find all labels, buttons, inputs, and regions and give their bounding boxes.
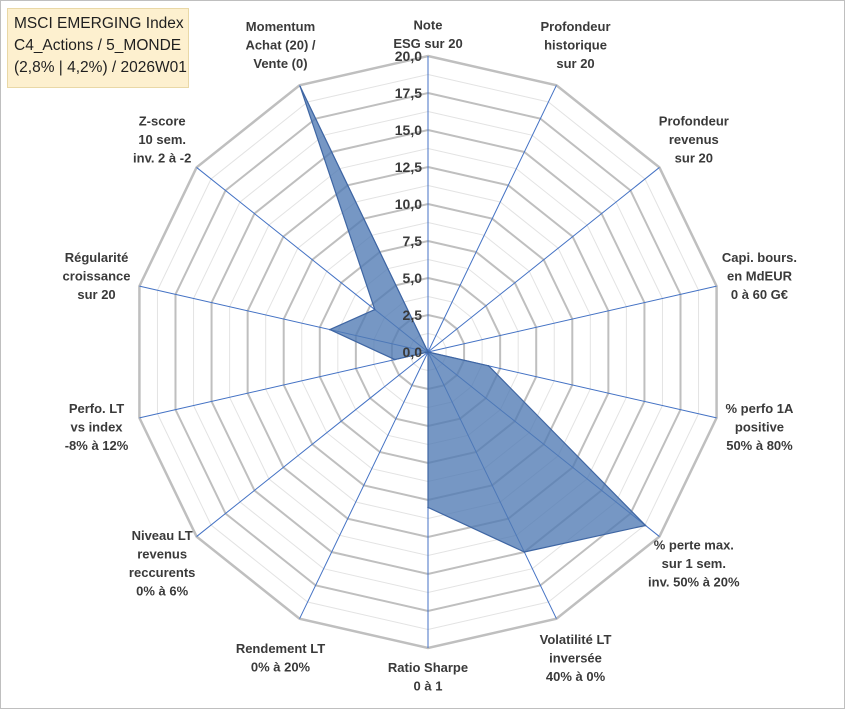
axis-label-line: 10 sem. — [138, 132, 186, 147]
axis-spoke — [427, 85, 557, 353]
axis-label-line: 0 à 60 G€ — [731, 287, 788, 302]
axis-label: Capi. bours. en MdEUR 0 à 60 G€ — [722, 250, 797, 302]
axis-label-line: Note — [414, 18, 443, 33]
data-point — [427, 506, 429, 509]
axis-label-line: -8% à 12% — [65, 438, 129, 453]
axis-label-line: sur 20 — [675, 151, 713, 166]
radar-series — [299, 85, 647, 553]
axis-label-line: en MdEUR — [727, 268, 793, 283]
axis-label-line: positive — [735, 420, 784, 435]
axis-label-line: Profondeur — [659, 114, 729, 129]
axis-label: Perfo. LT vs index -8% à 12% — [65, 401, 129, 453]
radial-tick-labels: 0,0 2,5 5,0 7,5 10,0 12,5 15,0 17,5 20,0 — [395, 48, 422, 360]
axis-label-line: Profondeur — [540, 19, 610, 34]
title-line-3: (2,8% | 4,2%) / 2026W01 — [14, 59, 187, 76]
axis-label-line: sur 1 sem. — [662, 556, 726, 571]
data-point — [373, 308, 376, 311]
data-point — [523, 551, 526, 553]
title-line-2: C4_Actions / 5_MONDE — [14, 37, 182, 54]
axis-label: Z-score 10 sem. inv. 2 à -2 — [133, 114, 191, 166]
axis-label-line: Achat (20) / — [245, 38, 315, 53]
axis-label-line: revenus — [669, 132, 719, 147]
tick-label: 2,5 — [403, 307, 423, 323]
data-point — [487, 365, 490, 367]
axis-label: Régularité croissance sur 20 — [63, 250, 131, 302]
axis-label-line: vs index — [71, 420, 124, 435]
tick-label: 7,5 — [403, 233, 423, 249]
axis-label-line: sur 20 — [556, 56, 594, 71]
axis-label-line: revenus — [137, 547, 187, 562]
axis-label: Profondeur revenus sur 20 — [659, 114, 729, 166]
axis-label-line: Régularité — [65, 250, 129, 265]
tick-label: 12,5 — [395, 159, 422, 175]
axis-label-line: Capi. bours. — [722, 250, 797, 265]
axis-spoke — [139, 351, 429, 419]
axis-label: Profondeur historique sur 20 — [540, 19, 610, 71]
axis-label-line: Vente (0) — [253, 56, 307, 71]
axis-label-line: historique — [544, 38, 607, 53]
axis-spoke — [427, 167, 660, 353]
axis-spoke — [196, 351, 429, 537]
tick-label: 10,0 — [395, 196, 422, 212]
axis-label-line: 0% à 20% — [251, 660, 311, 675]
axis-label-line: 50% à 80% — [726, 438, 793, 453]
axis-labels: Note ESG sur 20 Profondeur historique sur 20… — [63, 18, 797, 694]
axis-label: Note ESG sur 20 — [393, 18, 462, 52]
data-point — [644, 524, 647, 527]
axis-label-line: Z-score — [139, 114, 186, 129]
title-line-1: MSCI EMERGING Index — [14, 15, 184, 32]
tick-label: 20,0 — [395, 48, 422, 64]
axis-label-line: ESG sur 20 — [393, 36, 462, 51]
axis-label-line: Rendement LT — [236, 641, 325, 656]
axis-label: Momentum Achat (20) / Vente (0) — [245, 19, 315, 71]
tick-label: 17,5 — [395, 85, 422, 101]
axis-label-line: Momentum — [246, 19, 315, 34]
data-point — [427, 351, 429, 353]
axis-spoke — [427, 285, 717, 353]
axis-label-line: 0% à 6% — [136, 584, 188, 599]
axis-label-line: Perfo. LT — [69, 401, 124, 416]
axis-spoke — [299, 351, 429, 619]
axis-label-line: 40% à 0% — [546, 669, 606, 684]
axis-label: Volatilité LT inversée 40% à 0% — [540, 632, 612, 684]
axis-label: % perte max. sur 1 sem. inv. 50% à 20% — [648, 537, 740, 589]
axis-label: Ratio Sharpe 0 à 1 — [388, 660, 468, 694]
axis-label-line: Volatilité LT — [540, 632, 612, 647]
axis-label-line: inv. 2 à -2 — [133, 151, 191, 166]
tick-label: 5,0 — [403, 270, 423, 286]
chart-title-box: MSCI EMERGING Index C4_Actions / 5_MONDE… — [7, 8, 189, 88]
data-point — [329, 328, 331, 331]
tick-label: 15,0 — [395, 122, 422, 138]
axis-label-line: % perte max. — [654, 537, 734, 552]
axis-label-line: croissance — [63, 268, 131, 283]
axis-label-line: inv. 50% à 20% — [648, 574, 740, 589]
axis-label-line: % perfo 1A — [726, 401, 795, 416]
axis-label-line: Ratio Sharpe — [388, 660, 468, 675]
axis-label-line: Niveau LT — [132, 528, 193, 543]
tick-label: 0,0 — [403, 344, 423, 360]
axis-label: % perfo 1A positive 50% à 80% — [726, 401, 795, 453]
axis-label-line: reccurents — [129, 565, 195, 580]
data-point — [299, 85, 302, 88]
data-point — [394, 358, 396, 361]
axis-label-line: inversée — [549, 650, 602, 665]
axis-label: Niveau LT revenus reccurents 0% à 6% — [129, 528, 195, 599]
axis-label-line: sur 20 — [77, 287, 115, 302]
axis-label: Rendement LT 0% à 20% — [236, 641, 325, 675]
axis-label-line: 0 à 1 — [414, 679, 443, 694]
